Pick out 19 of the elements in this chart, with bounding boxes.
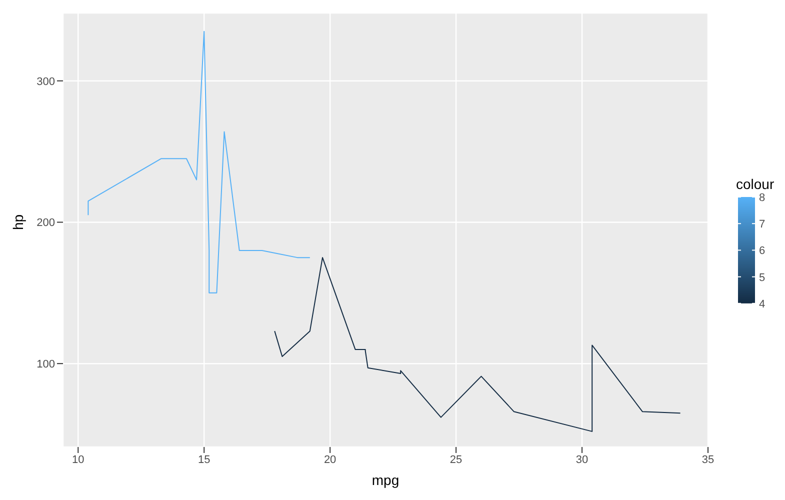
x-tick-label: 25 [450,454,462,466]
color-bar-label: 6 [759,245,766,258]
color-bar-label: 4 [759,298,766,310]
line-series [274,257,681,432]
x-axis-title: mpg [372,472,400,488]
x-tick-label: 10 [72,454,84,466]
x-tick-label: 35 [702,454,714,466]
x-tick-label: 15 [198,454,210,466]
line-series [88,30,310,294]
color-bar-title: colour [736,176,774,192]
y-tick-label: 200 [36,217,55,230]
y-axis-title: hp [10,214,26,230]
color-bar-label: 7 [759,218,766,231]
y-tick-label: 300 [36,76,55,88]
y-tick-label: 100 [36,358,55,370]
x-tick-label: 20 [324,454,336,466]
color-bar-label: 5 [759,272,766,284]
color-bar-label: 8 [759,192,766,204]
x-tick-label: 30 [576,454,588,466]
